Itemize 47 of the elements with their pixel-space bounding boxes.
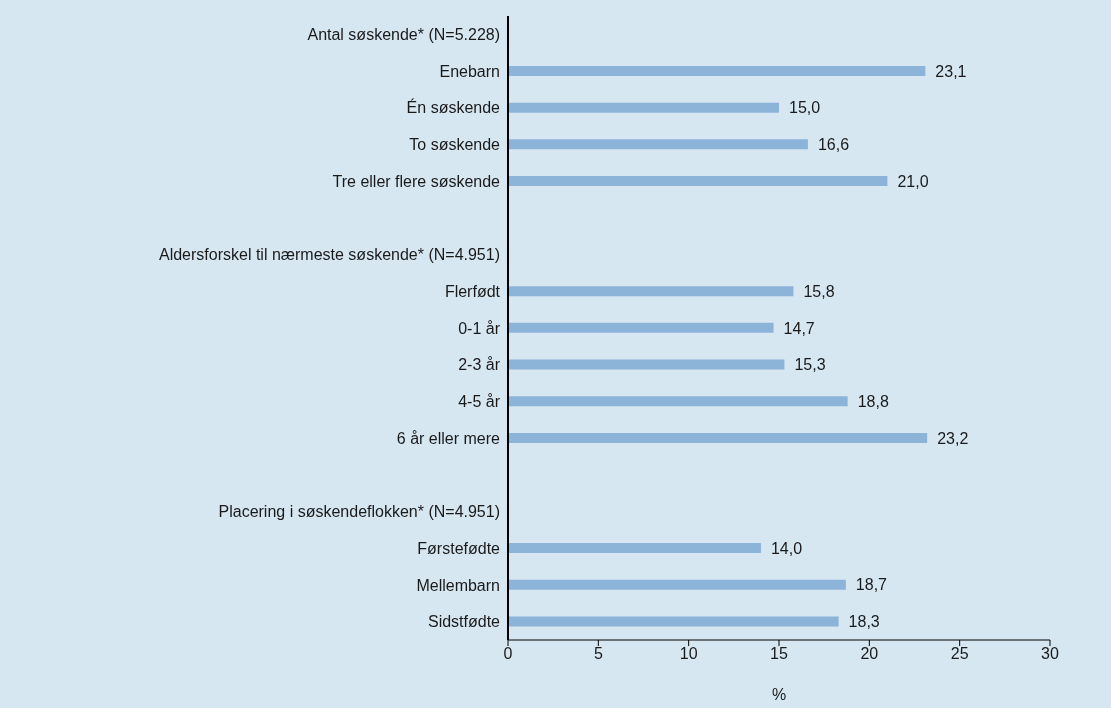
bar — [508, 616, 839, 627]
x-tick-label: 15 — [770, 645, 788, 663]
x-tick-label: 25 — [950, 645, 969, 663]
bar — [508, 579, 846, 590]
y-tick-label: Én søskende — [406, 98, 501, 117]
y-tick-label: To søskende — [409, 136, 501, 154]
y-tick-label: Førstefødte — [417, 539, 501, 557]
data-label: 15,8 — [803, 282, 835, 300]
data-label: 14,7 — [783, 319, 815, 337]
y-tick-label: Tre eller flere søskende — [332, 172, 501, 190]
y-tick-label: 0-1 år — [458, 319, 501, 337]
bar — [508, 432, 928, 443]
x-tick-label: 5 — [593, 645, 603, 663]
data-label: 16,6 — [817, 136, 850, 154]
data-label: 21,0 — [897, 172, 929, 190]
bar — [508, 176, 888, 187]
bar — [508, 102, 779, 113]
bar — [508, 396, 848, 407]
bar — [508, 359, 785, 370]
data-label: 23,2 — [937, 429, 969, 447]
data-label: 18,7 — [855, 576, 888, 594]
y-tick-label: Placering i søskendeflokken* (N=4.951) — [218, 503, 500, 521]
y-tick-label: Mellembarn — [416, 576, 500, 594]
y-tick-label: 4-5 år — [458, 393, 501, 411]
y-tick-label: Sidstfødte — [427, 613, 501, 631]
data-label: 18,3 — [848, 613, 880, 631]
x-tick-label: 10 — [679, 645, 698, 663]
x-tick-label: 30 — [1041, 645, 1059, 663]
data-label: 14,0 — [770, 539, 803, 557]
data-label: 18,8 — [857, 392, 889, 410]
y-tick-label: 6 år eller mere — [396, 429, 501, 447]
x-tick-label: 0 — [503, 645, 513, 663]
data-label: 23,1 — [935, 62, 967, 80]
bar — [508, 65, 926, 76]
x-axis-title: % — [771, 686, 787, 703]
data-label: 15,0 — [789, 99, 821, 117]
bar — [508, 543, 761, 554]
bar — [508, 286, 794, 297]
bar — [508, 139, 808, 150]
bar — [508, 322, 774, 333]
y-tick-label: Antal søskende* (N=5.228) — [307, 26, 500, 44]
data-label: 15,3 — [794, 356, 826, 374]
y-tick-label: Flerfødt — [444, 282, 501, 300]
y-tick-label: Aldersforskel til nærmeste søskende* (N=4.951) — [158, 246, 500, 264]
x-tick-label: 20 — [860, 645, 879, 663]
y-tick-label: 2-3 år — [458, 356, 501, 374]
y-tick-label: Enebarn — [439, 62, 500, 80]
